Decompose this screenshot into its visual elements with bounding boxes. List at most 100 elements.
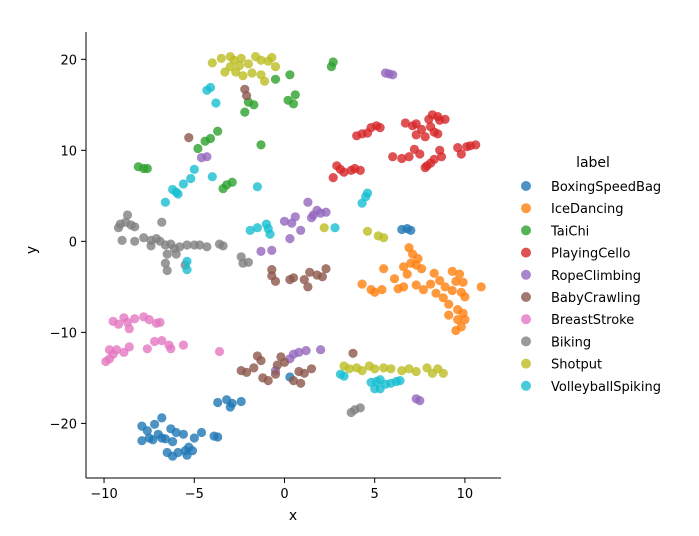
point-BreastStroke-10 [124,324,134,334]
point-VolleyballSpiking-2 [211,98,221,108]
point-RopeClimbing-22 [316,345,326,355]
point-BabyCrawling-26 [299,368,309,378]
point-BoxingSpeedBag-11 [178,429,188,439]
legend-label-Biking: Biking [551,335,591,350]
point-BabyCrawling-7 [288,273,299,283]
point-Shotput-29 [379,363,389,373]
point-BabyCrawling-12 [317,272,327,282]
legend-label-VolleyballSpiking: VolleyballSpiking [551,380,661,395]
point-IceDancing-9 [402,269,412,279]
point-PlayingCello-7 [397,153,407,164]
point-BabyCrawling-0 [184,133,194,143]
y-tick-label: −10 [50,326,77,341]
legend-label-IceDancing: IceDancing [551,202,623,217]
legend-label-Shotput: Shotput [551,358,602,373]
point-IceDancing-5 [389,274,400,284]
point-BreastStroke-11 [130,314,140,324]
point-VolleyballSpiking-3 [189,164,199,174]
point-Biking-12 [146,241,156,251]
point-Biking-6 [117,235,127,245]
point-PlayingCello-8 [404,152,414,162]
point-Biking-25 [195,240,205,250]
x-tick-label: 10 [457,487,474,502]
point-TaiChi-6 [213,126,223,136]
point-RopeClimbing-3 [267,245,277,255]
point-VolleyballSpiking-5 [178,179,188,189]
point-VolleyballSpiking-22 [335,369,345,379]
point-IceDancing-20 [438,293,448,303]
point-PlayingCello-6 [388,152,398,162]
point-PlayingCello-35 [328,173,338,183]
legend-title: label [576,155,610,171]
point-Shotput-16 [234,61,244,71]
point-IceDancing-25 [458,277,468,287]
point-IceDancing-0 [357,279,367,289]
point-Shotput-17 [270,62,281,72]
point-Shotput-22 [379,233,389,243]
point-VolleyballSpiking-4 [186,173,196,184]
point-Biking-8 [139,233,149,243]
point-BabyCrawling-30 [348,348,358,358]
legend-label-RopeClimbing: RopeClimbing [551,269,641,284]
point-RopeClimbing-1 [202,152,212,162]
point-TaiChi-17 [285,70,295,80]
point-VolleyballSpiking-9 [171,187,181,197]
point-BreastStroke-13 [144,315,154,325]
point-RopeClimbing-17 [388,70,398,80]
point-BoxingSpeedBag-1 [142,426,152,436]
point-BoxingSpeedBag-24 [213,432,223,442]
point-BabyCrawling-5 [270,276,281,286]
legend-marker-BabyCrawling [521,292,531,302]
point-PlayingCello-24 [415,149,425,159]
point-IceDancing-37 [447,266,457,276]
point-BabyCrawling-17 [256,356,266,366]
point-IceDancing-8 [399,262,409,272]
point-TaiChi-10 [240,107,250,117]
point-TaiChi-19 [328,57,338,67]
point-TaiChi-14 [288,99,299,109]
point-PlayingCello-13 [417,124,427,134]
point-PlayingCello-14 [420,132,430,142]
point-IceDancing-15 [418,285,428,295]
point-BabyCrawling-3 [267,265,277,275]
point-TaiChi-15 [290,90,300,100]
point-IceDancing-32 [451,325,461,336]
point-BreastStroke-22 [214,346,225,357]
point-IceDancing-22 [447,285,457,296]
point-BabyCrawling-28 [296,378,306,388]
legend-label-BreastStroke: BreastStroke [551,313,634,328]
point-VolleyballSpiking-31 [375,384,385,394]
legend-marker-Biking [521,336,531,347]
point-IceDancing-13 [417,264,427,274]
point-Biking-34 [355,403,365,413]
point-PlayingCello-42 [422,161,432,171]
point-TaiChi-16 [270,74,281,84]
point-Shotput-37 [438,368,448,378]
point-BreastStroke-3 [104,345,115,355]
axes: −10 −5 0 5 10 −20 −10 0 10 20 [50,32,501,502]
point-Shotput-24 [344,364,354,374]
point-TaiChi-3 [193,143,203,154]
point-PlayingCello-22 [440,114,450,124]
point-IceDancing-34 [444,310,454,320]
legend-marker-Shotput [521,358,531,369]
point-BoxingSpeedBag-9 [171,427,181,438]
point-TaiChi-12 [249,100,259,110]
point-Shotput-31 [397,366,407,376]
point-BabyCrawling-8 [299,275,309,285]
legend-label-TaiChi: TaiChi [550,224,589,239]
point-RopeClimbing-19 [294,347,304,357]
point-IceDancing-30 [453,315,463,325]
point-Shotput-28 [370,364,380,374]
point-BabyCrawling-9 [303,282,313,292]
legend-marker-VolleyballSpiking [521,380,531,391]
x-tick-label: −5 [185,487,204,502]
legend-marker-BoxingSpeedBag [521,181,531,191]
point-IceDancing-27 [460,292,470,302]
point-Shotput-30 [386,364,396,374]
point-BabyCrawling-23 [279,357,290,367]
point-BabyCrawling-15 [242,367,252,377]
point-IceDancing-33 [460,315,470,325]
point-BoxingSpeedBag-17 [173,447,183,458]
